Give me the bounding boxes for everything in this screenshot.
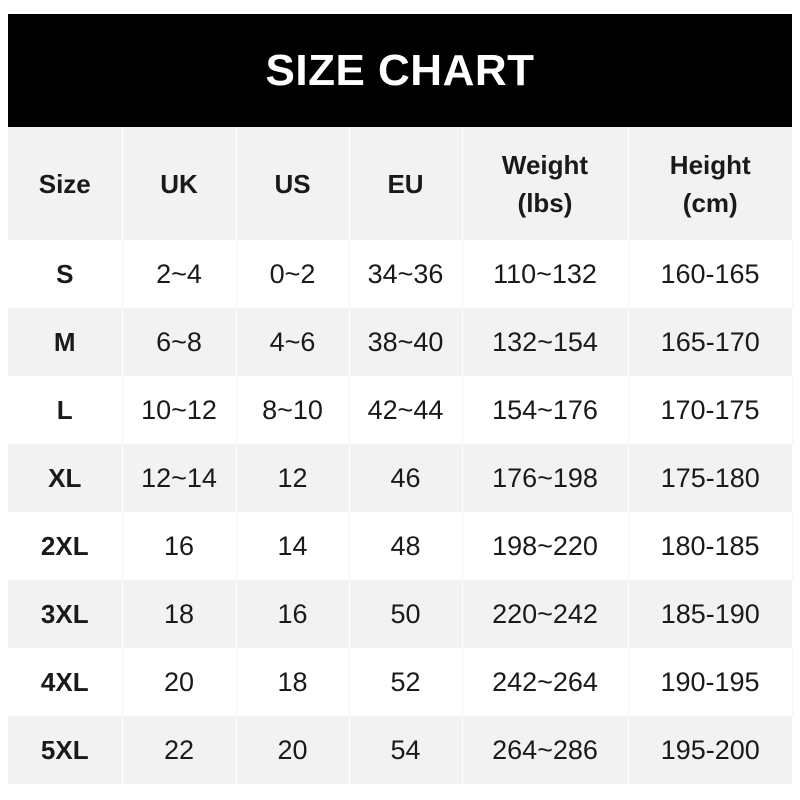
cell-weight: 264~286 bbox=[462, 716, 629, 784]
column-header-size: Size bbox=[8, 127, 123, 240]
cell-us: 16 bbox=[236, 580, 350, 648]
column-header-us: US bbox=[236, 127, 350, 240]
cell-size: 2XL bbox=[8, 512, 123, 580]
cell-size: XL bbox=[8, 444, 123, 512]
cell-height: 195-200 bbox=[660, 734, 760, 765]
cell-size: L bbox=[8, 376, 123, 444]
column-header-uk: UK bbox=[122, 127, 237, 240]
cell-uk: 6~8 bbox=[122, 308, 237, 376]
cell-weight: 132~154 bbox=[462, 308, 629, 376]
cell-height: 190-195 bbox=[628, 648, 793, 716]
cell-eu: 46 bbox=[349, 444, 463, 512]
cell-us: 12 bbox=[236, 444, 350, 512]
cell-eu: 50 bbox=[349, 580, 463, 648]
table-row: XL 12~14 12 46 176~198 175-180 bbox=[8, 444, 792, 512]
cell-uk: 10~12 bbox=[122, 376, 237, 444]
column-header-height: Height (cm) bbox=[669, 149, 751, 218]
cell-height: 170-175 bbox=[628, 376, 793, 444]
table-row: 3XL 18 16 50 220~242 185-190 bbox=[8, 580, 792, 648]
cell-eu: 34~36 bbox=[349, 240, 463, 308]
cell-weight: 198~220 bbox=[462, 512, 629, 580]
cell-eu: 42~44 bbox=[349, 376, 463, 444]
column-header-eu: EU bbox=[349, 127, 463, 240]
cell-size: 3XL bbox=[8, 580, 123, 648]
title-bar: SIZE CHART bbox=[8, 14, 792, 127]
cell-weight: 110~132 bbox=[462, 240, 629, 308]
size-chart-table: Size UK US EU Weight (lbs) Height (cm) S 2~4 0~… bbox=[8, 127, 793, 784]
cell-us: 20 bbox=[236, 716, 350, 784]
cell-size: 5XL bbox=[8, 716, 123, 784]
cell-uk: 12~14 bbox=[122, 444, 237, 512]
cell-eu: 38~40 bbox=[349, 308, 463, 376]
table-row: 5XL 22 20 54 264~286 195-200 bbox=[8, 716, 792, 784]
cell-height: 175-180 bbox=[660, 462, 760, 493]
cell-us: 18 bbox=[236, 648, 350, 716]
table-row: 2XL 16 14 48 198~220 180-185 bbox=[8, 512, 793, 580]
cell-us: 14 bbox=[236, 512, 350, 580]
cell-eu: 52 bbox=[349, 648, 463, 716]
cell-uk: 2~4 bbox=[122, 240, 237, 308]
cell-eu: 54 bbox=[349, 716, 463, 784]
cell-weight: 242~264 bbox=[462, 648, 629, 716]
cell-height: 165-170 bbox=[660, 326, 760, 357]
table-row: L 10~12 8~10 42~44 154~176 170-175 bbox=[8, 376, 793, 444]
cell-uk: 22 bbox=[122, 716, 237, 784]
cell-size: S bbox=[8, 240, 123, 308]
cell-us: 0~2 bbox=[236, 240, 350, 308]
cell-us: 4~6 bbox=[236, 308, 350, 376]
cell-height: 160-165 bbox=[628, 240, 793, 308]
cell-eu: 48 bbox=[349, 512, 463, 580]
cell-height: 180-185 bbox=[628, 512, 793, 580]
cell-us: 8~10 bbox=[236, 376, 350, 444]
table-row: S 2~4 0~2 34~36 110~132 160-165 bbox=[8, 240, 793, 308]
table-row: 4XL 20 18 52 242~264 190-195 bbox=[8, 648, 793, 716]
header-row: Size UK US EU Weight (lbs) Height (cm) bbox=[8, 127, 792, 240]
table-row: M 6~8 4~6 38~40 132~154 165-170 bbox=[8, 308, 792, 376]
column-header-weight: Weight (lbs) bbox=[462, 127, 629, 240]
cell-weight: 176~198 bbox=[462, 444, 629, 512]
cell-weight: 220~242 bbox=[462, 580, 629, 648]
cell-weight: 154~176 bbox=[462, 376, 629, 444]
chart-title: SIZE CHART bbox=[265, 45, 535, 95]
cell-size: 4XL bbox=[8, 648, 123, 716]
cell-size: M bbox=[8, 308, 123, 376]
cell-height: 185-190 bbox=[660, 598, 760, 629]
cell-uk: 18 bbox=[122, 580, 237, 648]
cell-uk: 20 bbox=[122, 648, 237, 716]
cell-uk: 16 bbox=[122, 512, 237, 580]
